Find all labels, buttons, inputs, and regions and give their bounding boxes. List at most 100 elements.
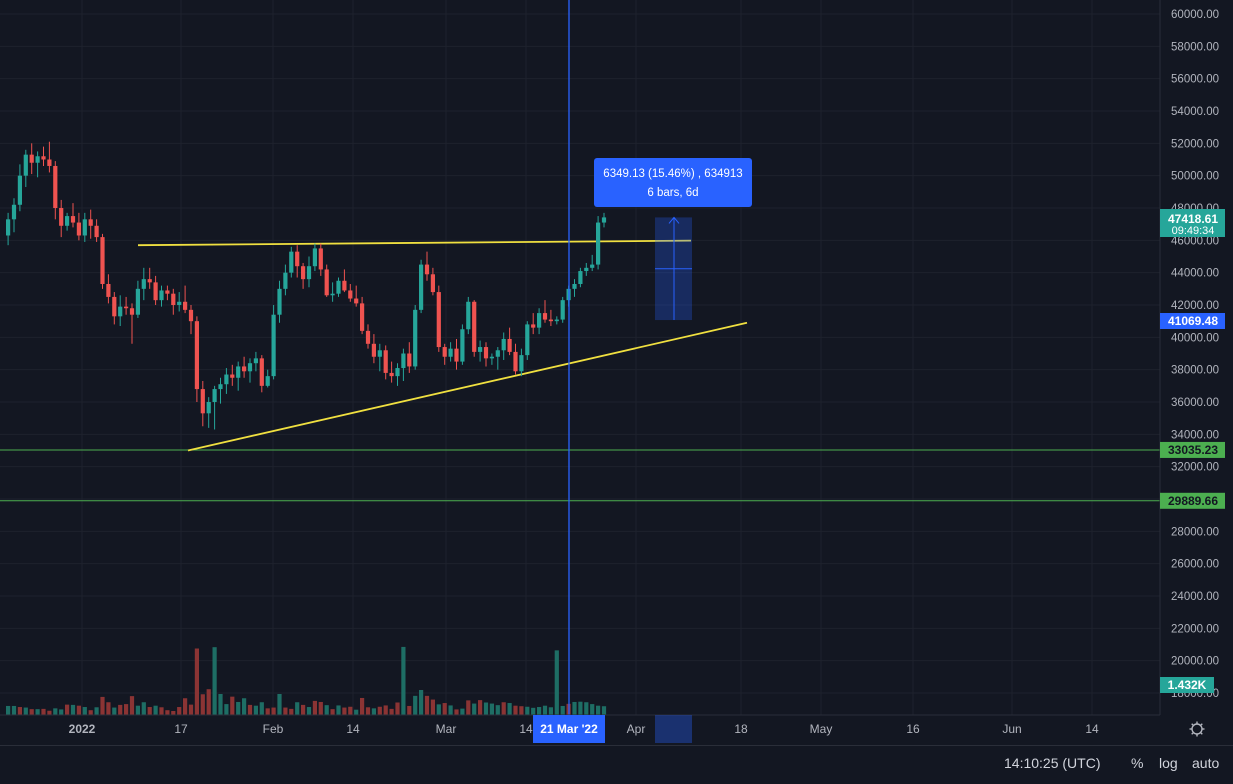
gear-tooth [1191,723,1194,726]
price-tick-label: 22000.00 [1171,623,1219,635]
volume-bar [153,705,158,715]
candle-body [601,217,607,223]
gear-ring [1191,723,1203,735]
candle-body [206,402,211,414]
volume-bar [41,708,46,715]
candle-body [112,296,117,317]
candle-body [466,301,471,330]
candle-body [253,358,258,364]
volume-bar [265,708,270,715]
price-tick-label: 58000.00 [1171,41,1219,53]
candle-body [23,154,28,176]
candle-body [265,376,270,386]
volume-bar [11,705,17,715]
candle-body [590,264,595,268]
log-scale-button[interactable]: log [1159,755,1178,771]
candle-body [501,338,506,351]
volume-bar [590,704,595,715]
candle-body [389,372,394,377]
volume-bar [466,700,471,715]
volume-bar [88,710,93,715]
volume-bar [460,708,465,715]
volume-bar [560,705,565,715]
time-tick-label: 17 [174,722,188,736]
candle-body [236,366,241,378]
volume-bar [118,704,123,715]
price-chart[interactable]: 6349.13 (15.46%) , 634913 6 bars, 6d 6000… [0,0,1233,745]
candle-body [53,165,58,209]
candle-body [295,251,300,267]
candle-body [365,330,371,344]
volume-bar [389,708,394,715]
candle-body [283,272,288,289]
candle-body [135,288,140,315]
volume-bar [159,707,164,715]
time-tick-label: 14 [346,722,360,736]
candle-body [230,374,235,378]
volume-bar [507,703,512,715]
volume-bar [395,702,400,715]
volume-bar [230,696,235,715]
volume-bars [6,646,607,715]
price-tick-label: 54000.00 [1171,106,1219,118]
measure-tooltip-line1: 6349.13 (15.46%) , 634913 [603,168,742,180]
price-axis[interactable]: 60000.00 58000.00 56000.00 54000.00 52000.00… [1159,0,1233,715]
volume-bar [601,706,607,715]
candle-body [448,348,453,357]
last-price-badge-bg [1160,209,1225,237]
volume-bar [436,704,441,715]
volume-bar [318,701,323,715]
candle-body [165,290,170,294]
time-tick-label: Mar [436,722,457,736]
price-tick-label: 36000.00 [1171,397,1219,409]
percent-scale-button[interactable]: % [1131,755,1144,771]
price-tick-label: 20000.00 [1171,656,1219,668]
volume-bar [183,698,188,715]
candlesticks [6,141,607,430]
volume-bar [17,707,22,715]
volume-bar [194,648,199,715]
support-1-label-bg [1160,441,1225,458]
volume-bar [94,707,99,715]
measure-tool[interactable]: 6349.13 (15.46%) , 634913 6 bars, 6d [594,158,752,321]
volume-bar [519,706,524,715]
price-tick-label: 44000.00 [1171,268,1219,280]
candle-body [306,266,312,280]
volume-bar [301,704,306,715]
gear-tooth [1191,732,1194,735]
candle-body [106,283,111,297]
volume-bar [76,705,81,715]
support-2-label: 29889.66 [1168,494,1218,508]
price-tick-label: 46000.00 [1171,235,1219,247]
volume-bar [306,707,312,715]
support-trendline [187,321,748,452]
settings-gear-icon[interactable] [1189,721,1205,737]
candle-body [419,264,424,310]
candle-body [537,313,542,328]
candle-body [218,384,223,390]
volume-bar [401,646,406,715]
price-tick-label: 42000.00 [1171,300,1219,312]
volume-bar [413,695,418,715]
volume-bar [424,695,430,715]
candle-body [47,159,52,166]
candle-body [59,208,64,226]
volume-bar [29,709,34,715]
auto-scale-button[interactable]: auto [1192,755,1220,771]
candle-body [336,280,341,294]
time-axis[interactable]: 2022 17 Feb 14 Mar 14 Apr 18 May 16 Jun 14 21 Mar '2… [0,714,1233,745]
gear-tooth [1200,732,1203,735]
candle-body [188,309,194,322]
chart-background [0,0,1233,745]
volume-bar [354,709,359,715]
candle-body [318,248,323,270]
volume-bar [531,707,536,715]
volume-bar [289,708,294,715]
volume-bar [236,701,241,715]
candle-body [483,347,489,359]
candle-body [147,279,152,283]
volume-bar [100,696,105,715]
candle-body [88,219,93,226]
candle-body [401,353,406,369]
volume-last-label: 1.432K [1168,678,1207,692]
